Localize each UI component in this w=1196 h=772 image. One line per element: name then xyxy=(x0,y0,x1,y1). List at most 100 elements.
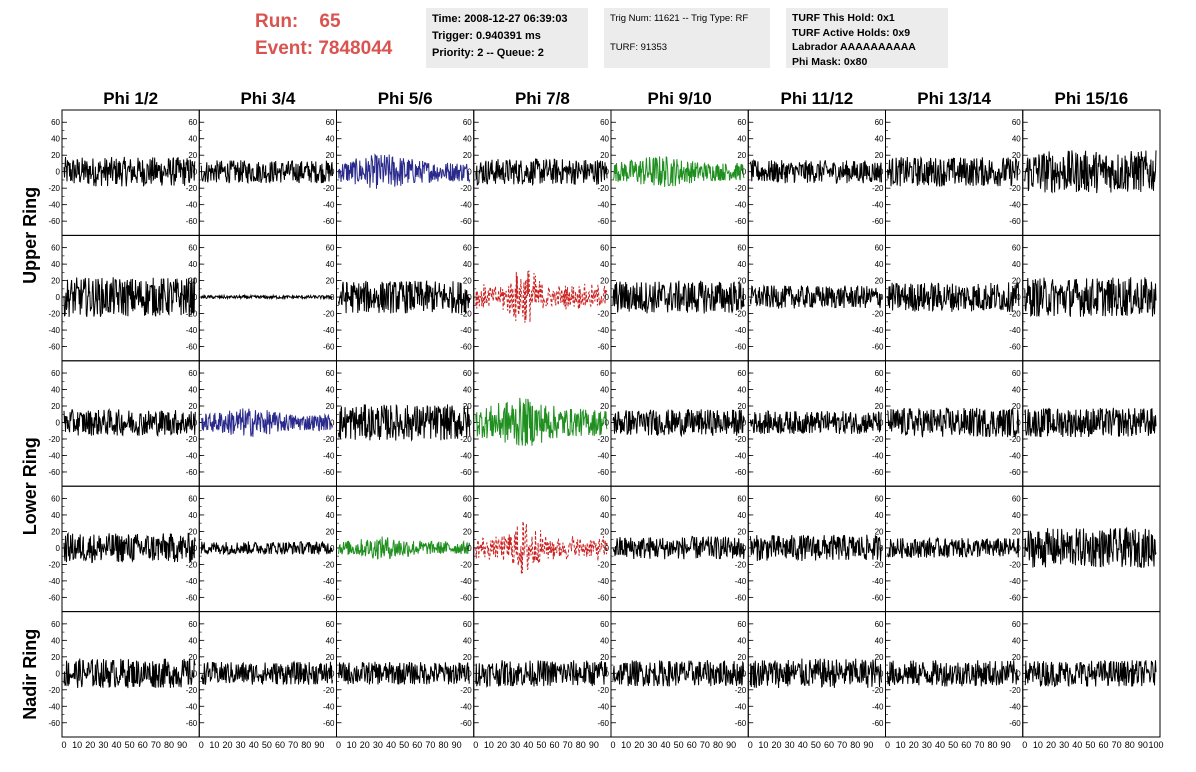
panel-r1-c1: -60 -40 -20 0 20 40 60 xyxy=(48,109,200,236)
y-tick-label: 0 xyxy=(879,544,884,553)
y-tick-label: 40 xyxy=(51,636,60,645)
y-tick-label: 40 xyxy=(737,511,746,520)
y-tick-label: 0 xyxy=(330,419,335,428)
y-tick-label: -40 xyxy=(186,702,198,711)
y-tick-label: -60 xyxy=(735,217,747,226)
y-tick-label: 0 xyxy=(330,293,335,302)
x-tick-label: 0 xyxy=(61,740,66,750)
y-tick-label: -40 xyxy=(597,702,609,711)
y-tick-label: 20 xyxy=(326,277,335,286)
y-tick-label: 40 xyxy=(188,135,197,144)
y-tick-label: -60 xyxy=(597,719,609,728)
y-tick-label: 20 xyxy=(875,151,884,160)
y-tick-label: 0 xyxy=(605,669,610,678)
waveform-trace xyxy=(200,160,333,185)
y-tick-label: 0 xyxy=(56,168,61,177)
y-tick-label: -60 xyxy=(597,468,609,477)
y-tick-label: 40 xyxy=(188,636,197,645)
y-tick-label: -20 xyxy=(460,435,472,444)
y-tick-label: -60 xyxy=(323,343,335,352)
x-tick-label: 0 xyxy=(473,740,478,750)
y-tick-label: -40 xyxy=(1009,702,1021,711)
x-tick-label: 50 xyxy=(948,740,958,750)
y-tick-label: 60 xyxy=(600,620,609,629)
y-tick-label: -40 xyxy=(48,577,60,586)
waveform-trace xyxy=(749,284,882,309)
x-tick-label: 40 xyxy=(660,740,670,750)
x-tick-label: 40 xyxy=(249,740,259,750)
y-tick-label: 0 xyxy=(742,293,747,302)
x-tick-label: 60 xyxy=(687,740,697,750)
phi-mask-text: Phi Mask: 0x80 xyxy=(792,55,868,68)
y-tick-label: 0 xyxy=(193,669,198,678)
trig-num-text: Trig Num: 11621 -- Trig Type: RF xyxy=(610,13,749,24)
waveform-trace xyxy=(475,397,608,446)
y-tick-label: -20 xyxy=(735,184,747,193)
y-tick-label: -60 xyxy=(735,593,747,602)
y-tick-label: 40 xyxy=(1012,386,1021,395)
y-tick-label: 0 xyxy=(605,168,610,177)
x-tick-label: 80 xyxy=(438,740,448,750)
x-tick-label: 30 xyxy=(785,740,795,750)
y-tick-label: 60 xyxy=(326,244,335,253)
y-tick-label: 40 xyxy=(51,260,60,269)
y-tick-label: -20 xyxy=(460,686,472,695)
y-tick-label: -40 xyxy=(186,326,198,335)
y-tick-label: 60 xyxy=(875,118,884,127)
y-tick-label: -40 xyxy=(460,702,472,711)
y-tick-label: -20 xyxy=(1009,560,1021,569)
y-tick-label: 0 xyxy=(193,168,198,177)
waveform-trace xyxy=(338,153,471,189)
x-tick-label: 30 xyxy=(1059,740,1069,750)
x-tick-label: 30 xyxy=(647,740,657,750)
y-tick-label: 20 xyxy=(600,402,609,411)
y-tick-label: -40 xyxy=(1009,451,1021,460)
x-tick-label: 40 xyxy=(1072,740,1082,750)
y-tick-label: 60 xyxy=(737,620,746,629)
y-tick-label: -20 xyxy=(872,310,884,319)
panel-r3-c3: -60 -40 -20 0 20 40 60 xyxy=(323,360,475,487)
y-tick-label: -20 xyxy=(872,560,884,569)
y-tick-label: 40 xyxy=(875,386,884,395)
y-tick-label: -60 xyxy=(323,217,335,226)
y-tick-label: 0 xyxy=(193,419,198,428)
y-tick-label: -40 xyxy=(186,577,198,586)
y-tick-label: 40 xyxy=(1012,511,1021,520)
y-tick-label: -60 xyxy=(48,468,60,477)
x-tick-label: 20 xyxy=(771,740,781,750)
x-tick-label: 70 xyxy=(1112,740,1122,750)
column-header-8: Phi 15/16 xyxy=(1055,89,1129,108)
row-label-2: Lower Ring xyxy=(20,437,40,535)
y-tick-label: -40 xyxy=(186,451,198,460)
y-tick-label: 20 xyxy=(875,653,884,662)
y-tick-label: 40 xyxy=(326,511,335,520)
y-tick-label: -60 xyxy=(597,217,609,226)
y-tick-label: 60 xyxy=(875,244,884,253)
y-tick-label: -40 xyxy=(48,201,60,210)
y-tick-label: 0 xyxy=(1016,293,1021,302)
y-tick-label: -40 xyxy=(48,451,60,460)
y-tick-label: 20 xyxy=(1012,402,1021,411)
y-tick-label: -60 xyxy=(186,343,198,352)
y-tick-label: -20 xyxy=(735,310,747,319)
waveform-trace xyxy=(475,270,608,323)
y-tick-label: 0 xyxy=(1016,419,1021,428)
y-tick-label: 20 xyxy=(326,402,335,411)
y-tick-label: -60 xyxy=(735,343,747,352)
y-tick-label: -60 xyxy=(1009,343,1021,352)
panel-r5-c7: -60 -40 -20 0 20 40 60 xyxy=(872,611,1024,738)
y-tick-label: 60 xyxy=(51,620,60,629)
panel-r3-c2: -60 -40 -20 0 20 40 60 xyxy=(186,360,337,487)
panel-r4-c4: -60 -40 -20 0 20 40 60 xyxy=(460,485,612,613)
waveform-trace xyxy=(63,658,196,689)
x-tick-label: 70 xyxy=(563,740,573,750)
y-tick-label: 60 xyxy=(600,244,609,253)
y-tick-label: 40 xyxy=(737,386,746,395)
y-tick-label: 60 xyxy=(737,118,746,127)
waveform-trace xyxy=(338,536,471,560)
y-tick-label: 40 xyxy=(875,135,884,144)
waveform-trace xyxy=(63,408,196,438)
x-tick-label: 20 xyxy=(222,740,232,750)
row-label-1: Upper Ring xyxy=(20,187,40,284)
y-tick-label: -60 xyxy=(186,593,198,602)
